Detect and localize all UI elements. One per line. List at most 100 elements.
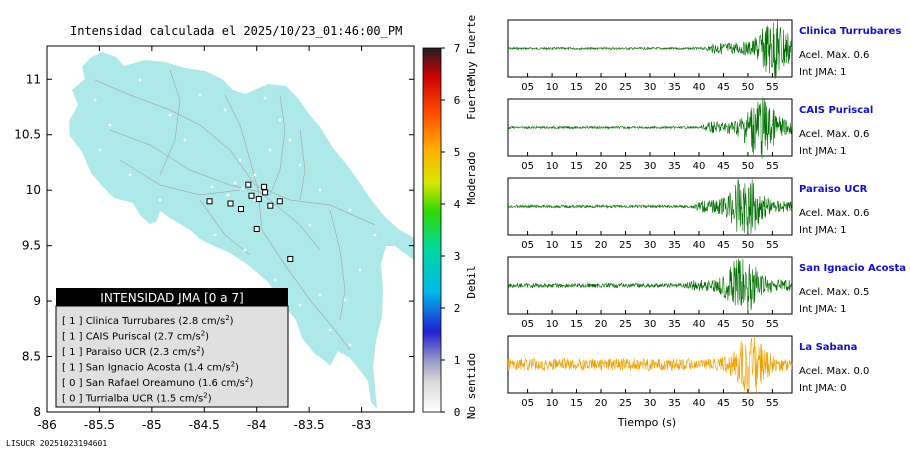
waveform-x-tick-label: 05 [521,82,534,93]
waveform-station-name: Clinica Turrubares [799,26,901,37]
map-x-tick-label: -83.5 [294,418,325,432]
map-y-tick-label: 10.5 [14,128,41,142]
waveform-x-tick-label: 15 [570,240,583,251]
waveform-station-name: San Ignacio Acosta [799,263,906,274]
station-marker [255,196,262,203]
colorbar: 0 1 2 3 4 5 6 7 No sentido Debil Moderado FuerteMu… [422,15,478,419]
city-dot [253,173,257,177]
city-dot [238,158,242,162]
city-dot [243,248,247,252]
city-dot [241,186,245,190]
legend-item: [ 0 ] San Rafael Oreamuno (1.6 cm/s2) [62,376,253,389]
colorbar-category-label: Moderado [465,152,478,205]
waveform-x-tick-label: 35 [668,398,681,409]
station-marker [248,192,255,199]
waveform-x-tick-label: 50 [742,398,755,409]
waveform-x-tick-label: 40 [693,240,706,251]
colorbar-tick-label: 0 [454,406,461,419]
waveform-trace [507,334,793,395]
waveform-x-tick-label: 20 [595,398,608,409]
city-dot [98,148,102,152]
waveform-x-tick-label: 55 [766,82,779,93]
city-dot [318,188,322,192]
city-dot [226,193,230,197]
map-y-tick-label: 9 [33,294,41,308]
city-dot [198,93,202,97]
legend-item: [ 0 ] Turrialba UCR (1.5 cm/s2) [62,392,212,405]
legend-title: INTENSIDAD JMA [0 a 7] [100,291,243,305]
city-dot [278,118,282,122]
waveform-station-name: La Sabana [799,342,857,353]
city-dot [263,96,267,100]
waveform-panel: 05 10 15 20 25 30 35 40 45 50 55 Paraiso UCR Acel. M… [507,177,869,251]
city-dot [128,173,132,177]
waveform-x-tick-label: 50 [742,161,755,172]
legend-item-sup: 2 [231,361,235,369]
legend-item-intensity: [ 0 ] [62,378,86,389]
legend-item-intensity: [ 1 ] [62,332,86,343]
legend-item-station: Turrialba UCR [85,394,157,405]
waveform-x-tick-label: 05 [521,161,534,172]
waveform-x-tick-label: 45 [717,319,730,330]
city-dot [348,208,352,212]
map-y-tick-label: 9.5 [22,239,41,253]
station-marker [276,198,283,205]
waveform-x-tick-label: 55 [766,319,779,330]
map-panel: -86 -85.5 -85 -84.5 -84 -83.5 -83 11 10.5 10 9.5 9… [14,45,415,432]
waveform-max-accel: Acel. Max. 0.6 [799,129,869,140]
colorbar-category-label: Debil [465,265,478,298]
legend-item-intensity: [ 1 ] [62,316,86,327]
legend-item-sup: 2 [225,314,229,322]
city-dot [168,113,172,117]
waveform-x-tick-label: 40 [693,398,706,409]
station-marker [262,189,269,196]
station-markers [206,181,294,262]
legend-item-accel: (1.4 cm/s [184,363,231,374]
waveform-x-tick-label: 30 [644,240,657,251]
legend-item-sup: 2 [203,392,207,400]
legend-item-accel: (1.6 cm/s [198,378,245,389]
waveform-jma: Int JMA: 1 [799,304,847,315]
waveform-max-accel: Acel. Max. 0.6 [799,208,869,219]
waveform-x-tick-label: 55 [766,240,779,251]
waveform-x-tick-label: 30 [644,319,657,330]
legend-item: [ 1 ] San Ignacio Acosta (1.4 cm/s2) [62,361,239,374]
map-x-tick-label: -83 [352,418,372,432]
costa-rica-landmass [69,52,414,409]
legend-item-close: ) [201,347,205,358]
waveform-x-tick-label: 30 [644,398,657,409]
legend-item-station: San Rafael Oreamuno [86,378,198,389]
colorbar-tick-label: 1 [454,354,461,367]
map-y-tick-label: 8.5 [22,350,41,364]
map-y-axis: 11 10.5 10 9.5 9 8.5 8 [14,72,414,419]
waveform-max-accel: Acel. Max. 0.5 [799,287,869,298]
city-dot [213,233,217,237]
legend-item: [ 1 ] Paraiso UCR (2.3 cm/s2) [62,345,205,358]
colorbar-category-label: Fuerte [465,80,478,120]
legend-item-accel: (2.3 cm/s [149,347,196,358]
waveform-x-tick-label: 45 [717,82,730,93]
waveform-x-tick-label: 40 [693,82,706,93]
waveform-x-tick-label: 25 [619,398,632,409]
waveform-jma: Int JMA: 1 [799,225,847,236]
waveform-x-tick-label: 50 [742,240,755,251]
waveform-jma: Int JMA: 1 [799,67,847,78]
legend-title-bar [56,288,288,306]
waveform-x-tick-label: 25 [619,161,632,172]
colorbar-category-label: No sentido [465,353,478,419]
waveform-x-tick-label: 25 [619,82,632,93]
city-dot [93,98,97,102]
map-x-tick-label: -85.5 [84,418,115,432]
map-x-tick-label: -84.5 [189,418,220,432]
colorbar-tick-label: 7 [454,42,461,55]
station-marker [245,181,252,188]
waveform-station-name: CAIS Puriscal [799,105,873,116]
map-x-tick-label: -86 [37,418,57,432]
legend-item: [ 1 ] Clinica Turrubares (2.8 cm/s2) [62,314,234,327]
waveform-trace [507,258,793,314]
intensity-legend: INTENSIDAD JMA [0 a 7] [ 1 ] Clinica Tur… [55,288,289,408]
waveform-x-tick-label: 20 [595,240,608,251]
waveform-x-tick-label: 25 [619,240,632,251]
map-x-tick-label: -85 [142,418,162,432]
